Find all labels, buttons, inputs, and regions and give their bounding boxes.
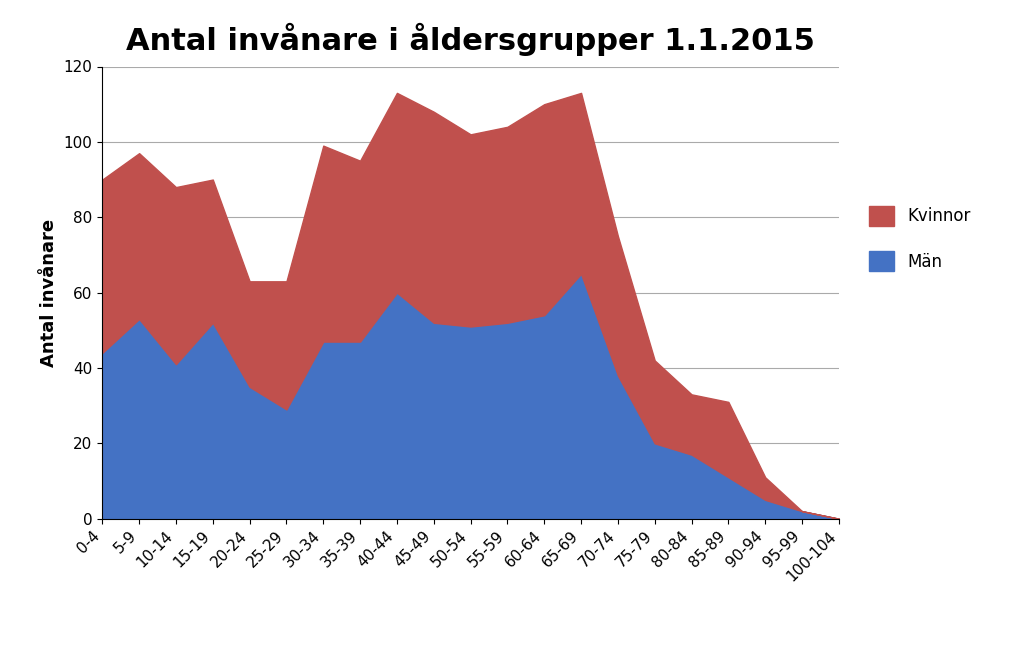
Legend: Kvinnor, Män: Kvinnor, Män <box>862 199 977 278</box>
Title: Antal invånare i åldersgrupper 1.1.2015: Antal invånare i åldersgrupper 1.1.2015 <box>126 23 815 56</box>
Y-axis label: Antal invånare: Antal invånare <box>40 219 58 366</box>
